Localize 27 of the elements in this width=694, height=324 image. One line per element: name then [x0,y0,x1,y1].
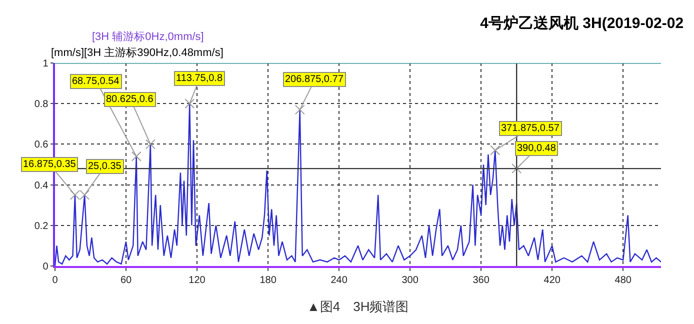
text: [3H 辅游标0Hz,0mm/s] [92,31,204,43]
x-tick-label: 420 [544,275,561,286]
text: [mm/s][3H 主游标390Hz,0.48mm/s] [51,47,224,59]
y-tick-label: 0.8 [34,99,49,110]
annotation: 113.75,0.8 [176,73,223,84]
x-tick-label: 240 [330,275,348,286]
annotation: 68.75,0.54 [72,76,120,87]
y-tick-label: 1 [42,58,49,70]
annotation: 25,0.35 [88,161,122,172]
annotation: 390,0.48 [517,143,556,154]
y-tick-label: 0.4 [34,180,49,192]
annotation: 206.875,0.77 [285,74,344,85]
annotation: 80.625,0.6 [106,94,154,105]
x-tick-label: 360 [472,275,490,286]
x-tick-label: 60 [120,275,132,286]
x-tick-label: 480 [614,275,632,286]
annotation: 16.875,0.35 [23,159,76,170]
y-tick-label: 0 [42,262,49,272]
x-tick-label: 120 [188,275,206,286]
y-tick-label: 0.2 [34,220,49,232]
annotation: 371.875,0.57 [501,123,560,134]
x-tick-label: 0 [52,275,58,286]
x-tick-label: 300 [402,275,419,286]
text: ▲图4 3H频谱图 [307,299,409,314]
chart-title: 4号炉乙送风机 3H(2019-02-02 [480,14,684,32]
y-tick-label: 0.6 [34,140,49,151]
x-tick-label: 180 [260,275,277,286]
